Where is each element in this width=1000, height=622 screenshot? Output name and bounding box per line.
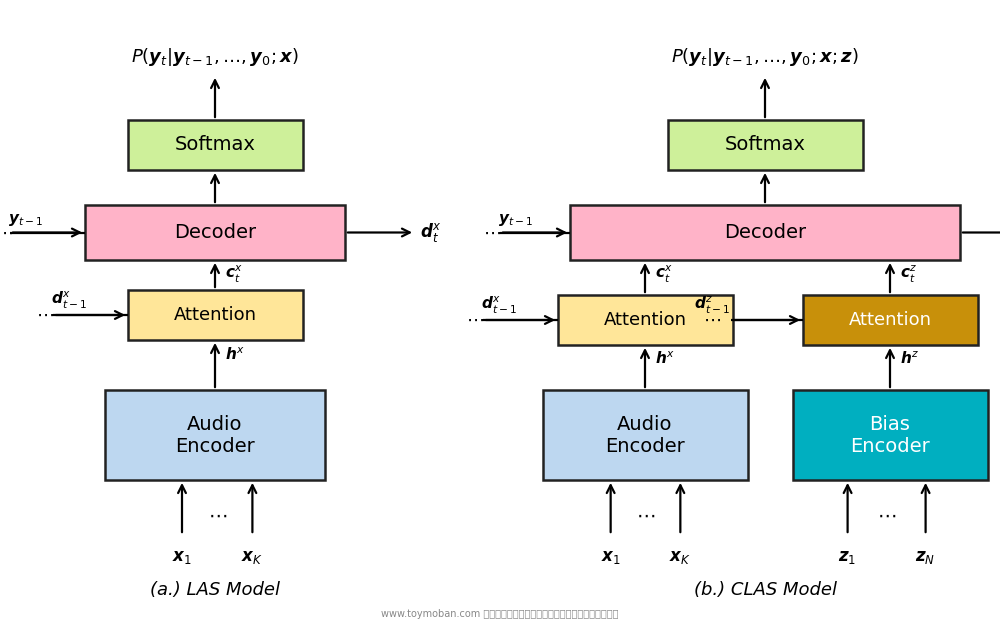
Text: $\boldsymbol{z}_1$: $\boldsymbol{z}_1$ <box>838 548 857 566</box>
Text: $\boldsymbol{y}_{t-1}$: $\boldsymbol{y}_{t-1}$ <box>8 213 43 228</box>
Text: $\cdots$: $\cdots$ <box>703 311 721 329</box>
Text: $\cdots$: $\cdots$ <box>636 506 655 524</box>
FancyBboxPatch shape <box>793 390 988 480</box>
Text: $\boldsymbol{h}^x$: $\boldsymbol{h}^x$ <box>225 346 244 363</box>
Text: Bias
Encoder: Bias Encoder <box>850 414 930 455</box>
Text: Attention: Attention <box>848 311 932 329</box>
FancyBboxPatch shape <box>85 205 345 260</box>
Text: $\boldsymbol{d}_{t-1}^x$: $\boldsymbol{d}_{t-1}^x$ <box>481 295 517 316</box>
Text: $\boldsymbol{x}_K$: $\boldsymbol{x}_K$ <box>669 548 691 566</box>
Text: $\cdots$: $\cdots$ <box>483 223 501 241</box>
Text: $\boldsymbol{d}_{t-1}^x$: $\boldsymbol{d}_{t-1}^x$ <box>51 290 87 311</box>
Text: $\cdots$: $\cdots$ <box>0 223 13 241</box>
Text: www.toymoban.com 网络图片仅供展示，非存储，如有侵权请联系删除。: www.toymoban.com 网络图片仅供展示，非存储，如有侵权请联系删除。 <box>381 609 619 619</box>
Text: $\boldsymbol{h}^z$: $\boldsymbol{h}^z$ <box>900 350 919 366</box>
FancyBboxPatch shape <box>570 205 960 260</box>
Text: $\cdots$: $\cdots$ <box>466 311 484 329</box>
Text: $\boldsymbol{c}_t^x$: $\boldsymbol{c}_t^x$ <box>655 264 673 285</box>
Text: Audio
Encoder: Audio Encoder <box>605 414 685 455</box>
Text: $\cdots$: $\cdots$ <box>208 506 227 524</box>
Text: Softmax: Softmax <box>725 136 805 154</box>
Text: $\boldsymbol{h}^x$: $\boldsymbol{h}^x$ <box>655 350 674 366</box>
Text: $\cdots$: $\cdots$ <box>36 306 54 324</box>
Text: Attention: Attention <box>174 306 256 324</box>
Text: $P(\boldsymbol{y}_t|\boldsymbol{y}_{t-1},\ldots,\boldsymbol{y}_0;\boldsymbol{x}): $P(\boldsymbol{y}_t|\boldsymbol{y}_{t-1}… <box>131 46 299 68</box>
Text: Audio
Encoder: Audio Encoder <box>175 414 255 455</box>
Text: $\boldsymbol{x}_K$: $\boldsymbol{x}_K$ <box>241 548 263 566</box>
Text: $\boldsymbol{d}_{t-1}^z$: $\boldsymbol{d}_{t-1}^z$ <box>694 295 730 316</box>
Text: Softmax: Softmax <box>175 136 255 154</box>
Text: Attention: Attention <box>604 311 686 329</box>
Text: $\boldsymbol{x}_1$: $\boldsymbol{x}_1$ <box>601 548 621 566</box>
Text: $\boldsymbol{c}_t^x$: $\boldsymbol{c}_t^x$ <box>225 264 243 285</box>
Text: $P(\boldsymbol{y}_t|\boldsymbol{y}_{t-1},\ldots,\boldsymbol{y}_0;\boldsymbol{x};: $P(\boldsymbol{y}_t|\boldsymbol{y}_{t-1}… <box>671 46 859 68</box>
Text: $\boldsymbol{d}_t^x$: $\boldsymbol{d}_t^x$ <box>420 221 441 244</box>
Text: (b.) CLAS Model: (b.) CLAS Model <box>694 581 836 599</box>
Text: Decoder: Decoder <box>724 223 806 242</box>
Text: $\boldsymbol{x}_1$: $\boldsymbol{x}_1$ <box>172 548 192 566</box>
FancyBboxPatch shape <box>543 390 748 480</box>
FancyBboxPatch shape <box>128 290 303 340</box>
FancyBboxPatch shape <box>558 295 733 345</box>
Text: $\boldsymbol{y}_{t-1}$: $\boldsymbol{y}_{t-1}$ <box>498 213 533 228</box>
Text: (a.) LAS Model: (a.) LAS Model <box>150 581 280 599</box>
FancyBboxPatch shape <box>128 120 303 170</box>
Text: $\cdots$: $\cdots$ <box>877 506 896 524</box>
FancyBboxPatch shape <box>803 295 978 345</box>
Text: $\boldsymbol{c}_t^z$: $\boldsymbol{c}_t^z$ <box>900 264 917 285</box>
FancyBboxPatch shape <box>105 390 325 480</box>
Text: Decoder: Decoder <box>174 223 256 242</box>
FancyBboxPatch shape <box>668 120 863 170</box>
Text: $\boldsymbol{z}_N$: $\boldsymbol{z}_N$ <box>915 548 936 566</box>
